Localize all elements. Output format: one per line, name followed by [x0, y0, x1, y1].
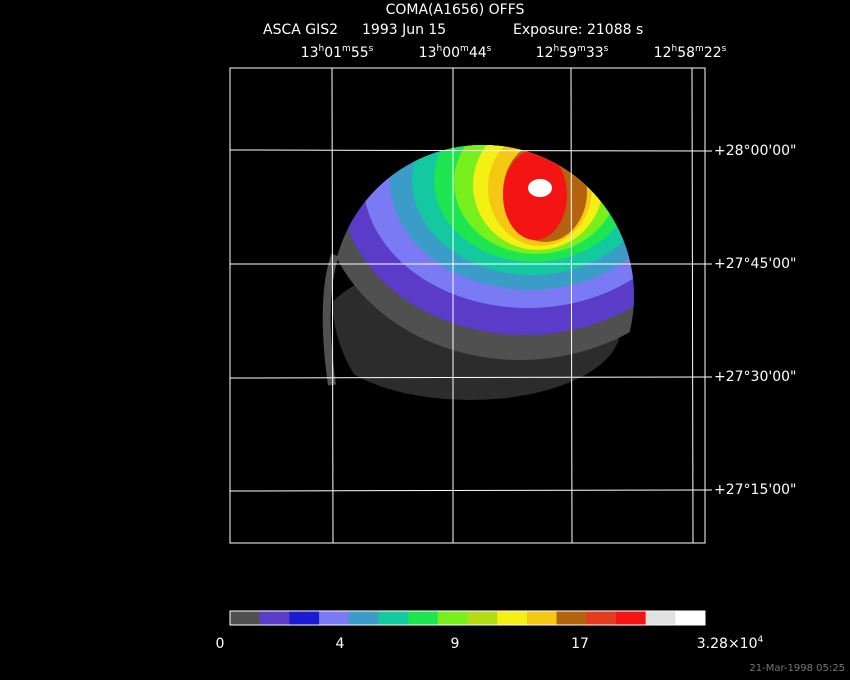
colorbar-label-part: 0 [216, 636, 225, 652]
ra-grid-line [691, 67, 694, 544]
colorbar-label: 9 [451, 636, 460, 652]
dec-grid-line [229, 489, 713, 492]
title: COMA(A1656) OFFS [386, 2, 525, 18]
ra-label-part: 12 [654, 45, 672, 61]
ra-label-part: 12 [536, 45, 554, 61]
ra-label-part: 00 [442, 45, 460, 61]
ra-label: 12h59m33s [536, 44, 609, 62]
dec-grid-line [229, 376, 713, 379]
ra-label-sup: s [604, 44, 609, 54]
ra-label-part: 13 [419, 45, 437, 61]
ra-label-part: 58 [677, 45, 695, 61]
colorbar-swatch [289, 611, 320, 625]
colorbar-label: 3.28×104 [697, 635, 764, 653]
dec-label: +27°30'00" [714, 369, 796, 385]
xray-image [332, 145, 634, 447]
ra-label-part: 22 [704, 45, 722, 61]
colorbar-label-part: 4 [336, 636, 345, 652]
ra-label-sup: s [722, 44, 727, 54]
colorbar-label: 17 [571, 636, 589, 652]
ra-label: 12h58m22s [654, 44, 727, 62]
colorbar-swatch [467, 611, 498, 625]
ra-label-part: 33 [586, 45, 604, 61]
ra-label-sup: m [342, 44, 351, 54]
colorbar-frame [229, 610, 706, 626]
colorbar-swatch [230, 611, 261, 625]
ra-label-sup: h [436, 44, 442, 54]
colorbar-swatch [259, 611, 290, 625]
ra-label: 13h00m44s [419, 44, 492, 62]
colorbar-label: 0 [216, 636, 225, 652]
ra-label-sup: m [695, 44, 704, 54]
ra-label-part: 13 [301, 45, 319, 61]
grid [229, 67, 713, 544]
colorbar-swatch [497, 611, 528, 625]
ra-label-sup: m [577, 44, 586, 54]
colorbar-swatch [348, 611, 379, 625]
ra-label-sup: h [553, 44, 559, 54]
timestamp: 21-Mar-1998 05:25 [749, 663, 845, 674]
colorbar-swatch [437, 611, 468, 625]
colorbar-swatch [556, 611, 587, 625]
ra-label-part: 01 [324, 45, 342, 61]
date: 1993 Jun 15 [362, 22, 446, 38]
colorbar-swatch [675, 611, 706, 625]
ra-label-part: 59 [559, 45, 577, 61]
ra-label-part: 55 [351, 45, 369, 61]
image-edge [322, 253, 339, 386]
ra-label-sup: h [318, 44, 324, 54]
ra-grid-line [570, 67, 573, 544]
instrument: ASCA GIS2 [263, 22, 338, 38]
colorbar-swatch [526, 611, 558, 625]
colorbar-label-sup: 4 [757, 635, 763, 645]
dec-label: +27°45'00" [714, 256, 796, 272]
exposure: Exposure: 21088 s [513, 22, 643, 38]
dec-label: +28°00'00" [714, 143, 796, 159]
colorbar-swatch [408, 611, 439, 625]
dec-label: +27°15'00" [714, 482, 796, 498]
colorbar-swatch [615, 611, 647, 625]
colorbar-swatch [586, 611, 617, 625]
dec-grid-line [229, 149, 713, 152]
ra-label-sup: s [487, 44, 492, 54]
ra-label-part: 44 [469, 45, 487, 61]
colorbar-label-part: 3.28×10 [697, 636, 758, 652]
frame [229, 67, 706, 544]
ra-label-sup: h [671, 44, 677, 54]
ra-label-sup: s [369, 44, 374, 54]
colorbar-label-part: 9 [451, 636, 460, 652]
colorbar-label-part: 17 [571, 636, 589, 652]
ra-grid-line [331, 67, 334, 544]
colorbar-swatch [645, 611, 676, 625]
ra-label-sup: m [460, 44, 469, 54]
colorbar-label: 4 [336, 636, 345, 652]
colorbar-swatch [378, 611, 409, 625]
colorbar-swatch [319, 611, 350, 625]
ra-label: 13h01m55s [301, 44, 374, 62]
